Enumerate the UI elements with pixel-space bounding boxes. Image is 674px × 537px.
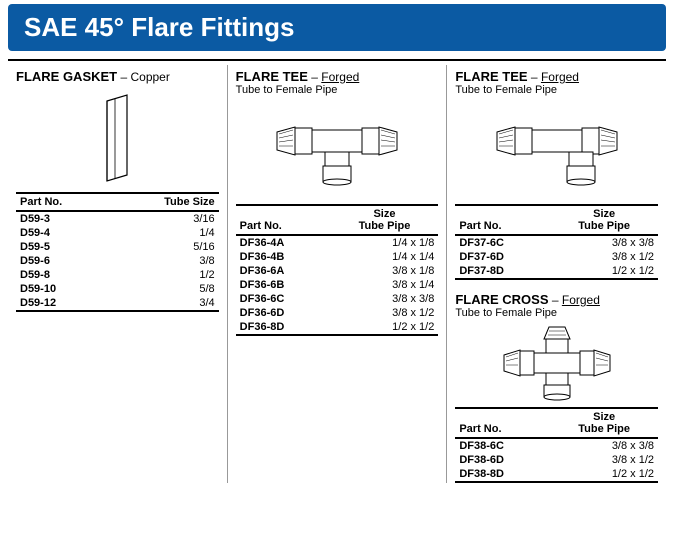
gasket-title: FLARE GASKET – Copper (16, 69, 219, 84)
page-banner: SAE 45° Flare Fittings (8, 4, 666, 51)
table-row: D59-12 3/4 (16, 296, 219, 311)
th-partno: Part No. (236, 205, 331, 235)
gasket-rows: D59-3 3/16 D59-4 1/4 D59-5 5/16 D59-6 3/… (16, 211, 219, 311)
gasket-figure (16, 88, 219, 188)
table-row: DF38-6D 3/8 x 1/2 (455, 453, 658, 467)
cross-rows: DF38-6C 3/8 x 3/8 DF38-6D 3/8 x 1/2 DF38… (455, 438, 658, 482)
table-row: D59-3 3/16 (16, 211, 219, 226)
table-row: D59-4 1/4 (16, 226, 219, 240)
col-tee2-cross: FLARE TEE – Forged Tube to Female Pipe (446, 65, 666, 483)
cross-subtitle: Tube to Female Pipe (455, 307, 658, 319)
table-row: DF36-6B 3/8 x 1/4 (236, 278, 439, 292)
tee1-table: Part No. Size Tube Pipe DF36-4A 1/4 x 1/… (236, 204, 439, 336)
table-row: DF37-8D 1/2 x 1/2 (455, 264, 658, 279)
table-row: DF36-4A 1/4 x 1/8 (236, 235, 439, 250)
cross-table: Part No. Size Tube Pipe DF38-6C 3/8 x 3/… (455, 407, 658, 483)
tee2-subtitle: Tube to Female Pipe (455, 84, 658, 96)
table-row: D59-5 5/16 (16, 240, 219, 254)
table-row: D59-10 5/8 (16, 282, 219, 296)
banner-title: SAE 45° Flare Fittings (24, 12, 294, 42)
columns: FLARE GASKET – Copper Part No. Tube Size… (0, 65, 674, 483)
tee2-rows: DF37-6C 3/8 x 3/8 DF37-6D 3/8 x 1/2 DF37… (455, 235, 658, 279)
table-row: DF38-6C 3/8 x 3/8 (455, 438, 658, 453)
th-size: Size Tube Pipe (550, 205, 658, 235)
tee1-subtitle: Tube to Female Pipe (236, 84, 439, 96)
table-row: DF36-8D 1/2 x 1/2 (236, 320, 439, 335)
table-row: DF36-6A 3/8 x 1/8 (236, 264, 439, 278)
tee1-figure (236, 100, 439, 200)
tee1-title: FLARE TEE – Forged (236, 69, 439, 84)
th-size: Tube Size (110, 193, 219, 211)
th-size: Size Tube Pipe (331, 205, 439, 235)
table-row: DF36-6D 3/8 x 1/2 (236, 306, 439, 320)
col-tee1: FLARE TEE – Forged Tube to Female Pipe (227, 65, 447, 483)
table-row: D59-6 3/8 (16, 254, 219, 268)
top-rule (8, 59, 666, 61)
cross-figure (455, 323, 658, 403)
col-gasket: FLARE GASKET – Copper Part No. Tube Size… (8, 65, 227, 483)
tee2-figure (455, 100, 658, 200)
gasket-table: Part No. Tube Size D59-3 3/16 D59-4 1/4 … (16, 192, 219, 312)
table-row: DF36-6C 3/8 x 3/8 (236, 292, 439, 306)
table-row: D59-8 1/2 (16, 268, 219, 282)
th-partno: Part No. (16, 193, 110, 211)
th-partno: Part No. (455, 408, 550, 438)
tee1-rows: DF36-4A 1/4 x 1/8 DF36-4B 1/4 x 1/4 DF36… (236, 235, 439, 335)
table-row: DF37-6C 3/8 x 3/8 (455, 235, 658, 250)
tee2-title: FLARE TEE – Forged (455, 69, 658, 84)
th-size: Size Tube Pipe (550, 408, 658, 438)
th-partno: Part No. (455, 205, 550, 235)
tee2-table: Part No. Size Tube Pipe DF37-6C 3/8 x 3/… (455, 204, 658, 280)
table-row: DF37-6D 3/8 x 1/2 (455, 250, 658, 264)
table-row: DF36-4B 1/4 x 1/4 (236, 250, 439, 264)
cross-title: FLARE CROSS – Forged (455, 292, 658, 307)
table-row: DF38-8D 1/2 x 1/2 (455, 467, 658, 482)
